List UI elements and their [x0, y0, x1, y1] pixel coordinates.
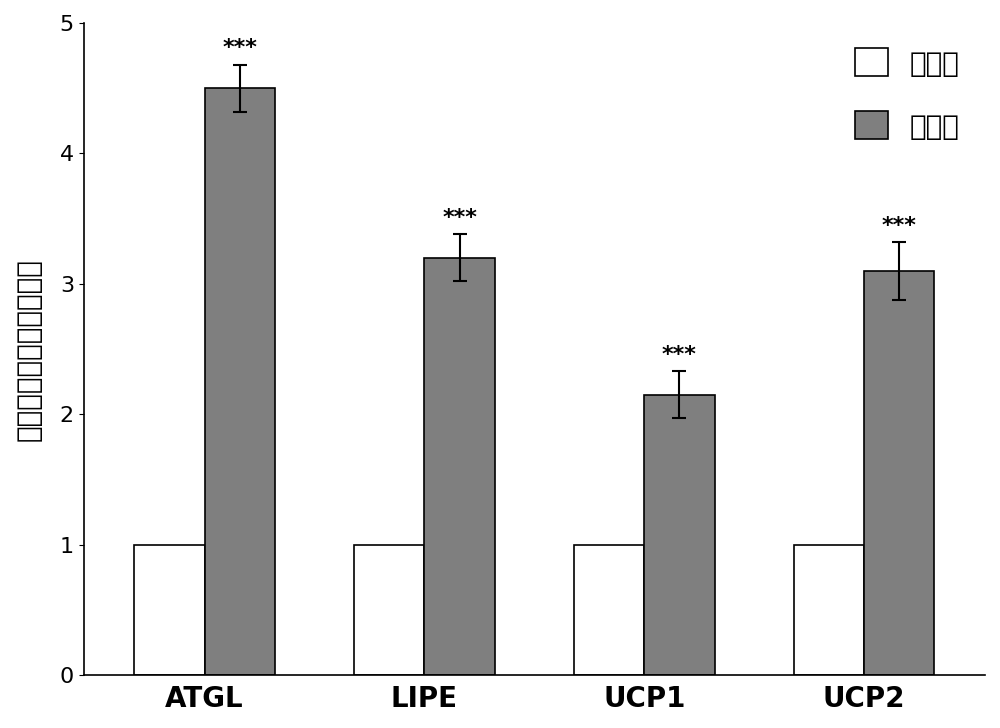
Bar	[644, 395, 715, 676]
Text: ***: ***	[222, 39, 257, 58]
Bar	[574, 545, 644, 676]
Bar	[794, 545, 864, 676]
Y-axis label: 与控制组之相对表现比率: 与控制组之相对表现比率	[15, 258, 43, 440]
Text: ***: ***	[442, 207, 477, 228]
Bar	[864, 271, 934, 676]
Bar	[424, 258, 495, 676]
Bar	[205, 88, 275, 676]
Bar	[354, 545, 424, 676]
Text: ***: ***	[882, 215, 917, 236]
Text: ***: ***	[662, 345, 697, 365]
Legend: 控制组, 实验组: 控制组, 实验组	[843, 37, 971, 151]
Bar	[134, 545, 205, 676]
